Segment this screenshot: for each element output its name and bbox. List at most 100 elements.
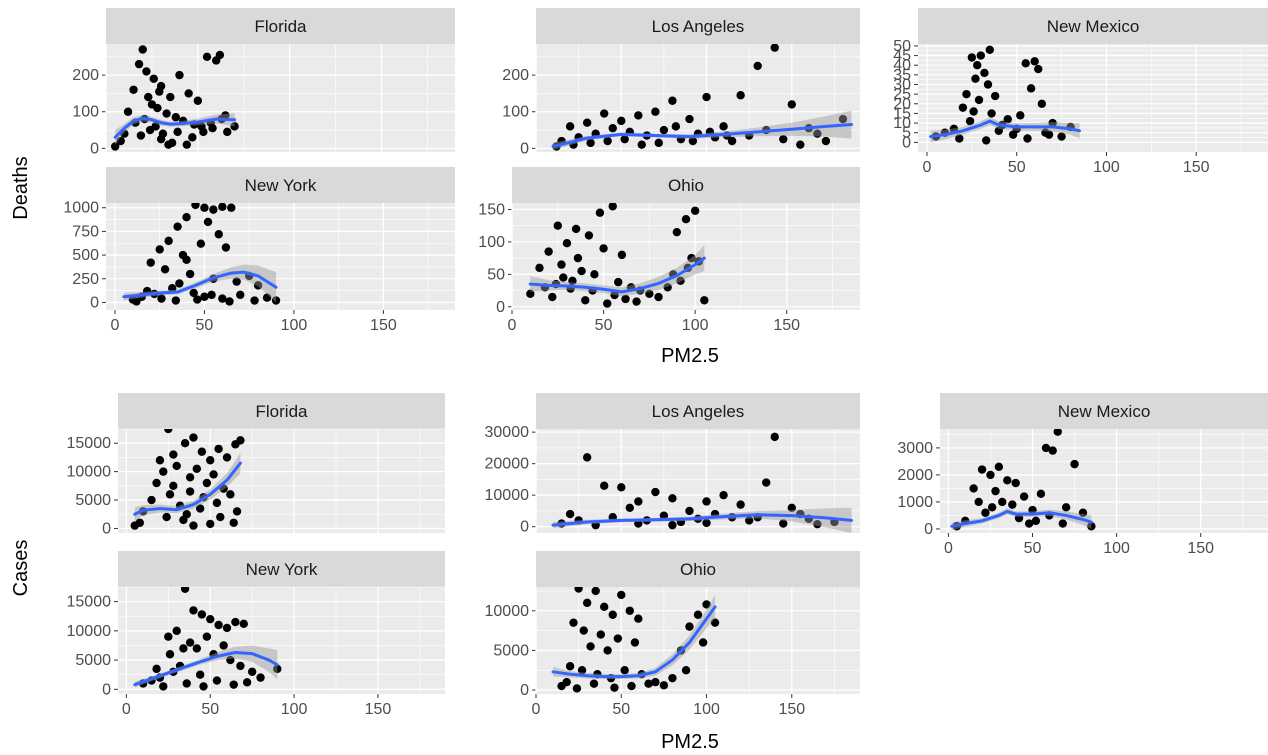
- cases-ohio-panel: Ohio 0 5000 10000 0 50 100 150: [485, 551, 860, 718]
- deaths-florida-point: [155, 87, 164, 96]
- cases-new-york-point: [180, 587, 190, 593]
- deaths-ohio-point: [663, 283, 672, 292]
- cases-florida-smooth-line: [133, 461, 242, 516]
- deaths-ohio-strip: [512, 167, 860, 203]
- cases-new-mexico-point: [987, 503, 997, 512]
- cases-new-york-point: [222, 623, 232, 633]
- deaths-ohio-point: [526, 289, 535, 298]
- deaths-new-york-point: [171, 296, 180, 305]
- cases-new-york-point: [219, 641, 228, 650]
- deaths-new-york-smooth-line: [122, 270, 278, 299]
- deaths-new-mexico-smooth-line: [929, 119, 1082, 139]
- cases-new-york-y-tick-label: 5000: [75, 652, 111, 669]
- deaths-ohio-point: [535, 263, 544, 273]
- deaths-florida-point: [162, 109, 171, 118]
- cases-florida-plot-area: [118, 429, 445, 533]
- deaths-new-mexico-y-tick-label: 45: [893, 48, 911, 65]
- cases-new-mexico-point: [991, 486, 1000, 496]
- cases-new-york-point: [247, 667, 257, 676]
- deaths-new-york-point: [214, 230, 223, 239]
- deaths-los-angeles-point: [671, 122, 681, 131]
- deaths-ohio-point: [577, 266, 586, 276]
- deaths-new-york-point: [207, 290, 216, 300]
- deaths-los-angeles-point: [582, 118, 592, 127]
- cases-ohio-point: [651, 677, 660, 687]
- deaths-ohio-point: [690, 206, 700, 215]
- cases-ohio-point: [596, 630, 605, 639]
- deaths-los-angeles-point: [796, 140, 805, 149]
- deaths-florida-point: [138, 45, 147, 54]
- deaths-ohio-point: [617, 250, 627, 260]
- deaths-los-angeles-point: [634, 111, 643, 120]
- deaths-los-angeles-point: [821, 136, 831, 146]
- cases-los-angeles-smooth-line: [551, 513, 853, 527]
- deaths-new-york-point: [200, 203, 209, 212]
- deaths-los-angeles-point: [685, 114, 694, 124]
- deaths-new-mexico-point: [973, 61, 982, 70]
- deaths-ohio-point: [603, 299, 612, 308]
- deaths-ohio-point: [610, 290, 619, 300]
- cases-florida-point: [172, 461, 181, 471]
- deaths-ohio-x-tick-label: 100: [682, 317, 709, 334]
- deaths-florida-point: [116, 136, 125, 146]
- deaths-florida-point: [142, 67, 151, 76]
- deaths-new-mexico-point: [965, 116, 975, 126]
- cases-los-angeles-point: [787, 503, 796, 512]
- cases-florida-marks: [130, 429, 245, 530]
- cases-ohio-point: [603, 646, 612, 655]
- deaths-new-mexico-point: [985, 45, 994, 54]
- cases-new-mexico-y-tick-label: 3000: [897, 440, 933, 457]
- cases-new-york-point: [214, 620, 223, 630]
- deaths-new-york-point: [218, 294, 227, 303]
- deaths-y-axis-title: Deaths: [10, 156, 32, 219]
- deaths-ohio-marks: [526, 203, 709, 308]
- cases-new-york-x-tick-label: 100: [281, 701, 308, 718]
- deaths-florida-point: [123, 107, 133, 116]
- deaths-new-mexico-x-tick-label: 50: [1008, 159, 1026, 176]
- deaths-florida-point: [151, 122, 160, 131]
- cases-florida-point: [229, 518, 238, 527]
- deaths-ohio-point: [544, 247, 553, 256]
- deaths-ohio-x-tick-label: 50: [595, 317, 613, 334]
- cases-los-angeles-point: [659, 511, 669, 520]
- deaths-los-angeles-point: [719, 122, 728, 131]
- deaths-new-mexico-point: [1030, 57, 1039, 66]
- deaths-ohio-smooth-line: [528, 256, 706, 294]
- cases-florida-point: [232, 507, 242, 516]
- cases-new-york-point: [273, 664, 282, 674]
- deaths-los-angeles-point: [727, 136, 737, 146]
- cases-ohio-point: [698, 638, 708, 647]
- deaths-los-angeles-point: [702, 92, 711, 102]
- cases-los-angeles-point: [736, 500, 745, 509]
- cases-ohio-point: [634, 614, 643, 623]
- deaths-new-york-strip: [106, 167, 455, 203]
- cases-new-york-point: [185, 638, 195, 647]
- cases-new-mexico-point: [1061, 503, 1071, 512]
- cases-los-angeles-point: [617, 483, 626, 492]
- deaths-new-york-y-tick-label: 500: [72, 247, 99, 264]
- cases-new-york-point: [165, 650, 175, 659]
- deaths-los-angeles-strip-label: Los Angeles: [652, 17, 745, 36]
- cases-florida-point: [231, 440, 240, 449]
- cases-los-angeles-y-tick-label: 20000: [485, 456, 530, 473]
- cases-los-angeles-point: [582, 453, 592, 462]
- cases-new-mexico-point: [1053, 429, 1062, 436]
- cases-florida-y-tick-label: 5000: [75, 492, 111, 509]
- deaths-new-york-y-tick-label: 750: [72, 223, 99, 240]
- deaths-los-angeles-point: [668, 96, 677, 105]
- cases-los-angeles-strip-label: Los Angeles: [652, 402, 745, 421]
- deaths-los-angeles-smooth-line: [551, 123, 853, 149]
- cases-los-angeles-point: [668, 520, 677, 530]
- cases-new-mexico-point: [1008, 500, 1017, 509]
- deaths-new-mexico-point: [1021, 59, 1030, 68]
- deaths-ohio-point: [687, 253, 696, 263]
- deaths-new-york-point: [193, 295, 202, 304]
- deaths-new-mexico-point: [958, 103, 968, 112]
- deaths-ohio-point: [553, 221, 562, 230]
- cases-florida-point: [152, 478, 161, 488]
- cases-los-angeles-point: [685, 506, 694, 516]
- cases-new-york-y-tick-label: 15000: [67, 594, 112, 611]
- deaths-ohio-point: [590, 270, 599, 279]
- cases-new-york-point: [202, 632, 212, 641]
- deaths-new-mexico-point: [974, 95, 984, 105]
